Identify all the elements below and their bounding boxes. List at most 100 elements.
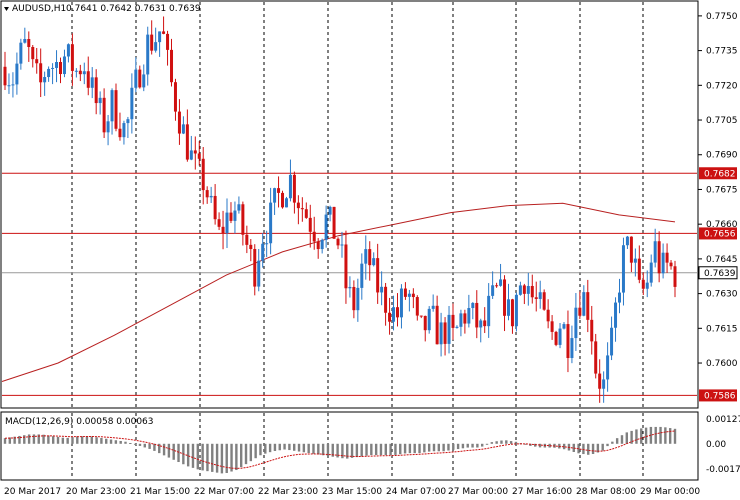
- candle-body: [265, 243, 269, 245]
- candle-body: [27, 38, 31, 47]
- macd-bar: [591, 443, 595, 454]
- macd-bar: [302, 443, 306, 453]
- y-tick-label: 0.7690: [706, 151, 738, 161]
- candle-body: [134, 69, 138, 88]
- macd-bar: [201, 443, 204, 471]
- macd-bar: [379, 443, 383, 456]
- candle-body: [526, 285, 530, 294]
- candle-body: [162, 31, 166, 34]
- macd-bar: [529, 443, 532, 446]
- macd-bar: [500, 440, 503, 444]
- candle-body: [459, 313, 463, 327]
- candle-body: [356, 287, 360, 311]
- candle-body: [320, 239, 324, 250]
- candle-body: [495, 285, 499, 287]
- candle-body: [558, 328, 562, 345]
- macd-bar: [8, 437, 12, 444]
- macd-bar: [635, 429, 638, 444]
- macd-bar: [466, 443, 469, 448]
- level-badge: [699, 227, 737, 240]
- candle-body: [435, 305, 439, 345]
- macd-bar: [191, 443, 195, 468]
- macd-bar: [620, 435, 624, 444]
- macd-bar: [66, 437, 69, 444]
- candle-body: [499, 279, 503, 286]
- macd-bar: [442, 443, 445, 452]
- x-tick-label: 24 Mar 07:00: [386, 487, 446, 497]
- candle-body: [74, 70, 78, 72]
- macd-indicator: [3, 426, 677, 474]
- macd-bar: [423, 443, 426, 453]
- candle-body: [487, 295, 491, 327]
- candle-body: [578, 307, 582, 316]
- macd-bar: [105, 438, 108, 444]
- candle-body: [245, 234, 249, 245]
- x-tick-label: 22 Mar 23:00: [258, 487, 318, 497]
- candle-body: [205, 190, 209, 198]
- candle-body: [102, 97, 106, 133]
- macd-bar: [331, 443, 334, 457]
- candle-body: [229, 212, 233, 221]
- candle-body: [380, 286, 384, 293]
- candle-body: [641, 279, 645, 289]
- macd-bar: [427, 443, 431, 452]
- macd-bar: [100, 438, 103, 444]
- x-tick-label: 22 Mar 07:00: [194, 487, 254, 497]
- candle-body: [43, 77, 47, 83]
- candle-body: [213, 195, 217, 220]
- candle-body: [665, 252, 669, 263]
- candle-body: [388, 312, 392, 322]
- macd-bar: [587, 443, 590, 455]
- macd-bar: [360, 443, 363, 457]
- candle-body: [170, 49, 174, 83]
- candle-body: [463, 313, 467, 324]
- moving-average: [1, 202, 676, 382]
- candle-body: [221, 226, 225, 234]
- candle-body: [625, 236, 629, 246]
- macd-bar: [239, 443, 243, 468]
- candle-body: [277, 188, 281, 193]
- candle-body: [154, 42, 158, 51]
- candle-body: [312, 231, 316, 242]
- y-tick-label: 0.7660: [706, 220, 738, 230]
- candle-body: [82, 71, 86, 75]
- candle-body: [98, 97, 102, 104]
- candle-body: [62, 56, 66, 75]
- candle-body: [598, 373, 602, 389]
- candle-body: [518, 285, 522, 295]
- candle-body: [217, 219, 221, 227]
- candle-body: [233, 210, 237, 221]
- macd-bar: [167, 443, 171, 458]
- candle-body: [582, 292, 586, 316]
- macd-bar: [644, 427, 648, 444]
- macd-bar: [596, 443, 600, 453]
- candle-body: [669, 262, 673, 267]
- candle-body: [534, 297, 538, 299]
- macd-bar: [432, 443, 436, 452]
- candle-body: [55, 62, 59, 68]
- macd-bar: [630, 430, 633, 444]
- candle-body: [467, 308, 471, 324]
- candle-body: [11, 84, 15, 86]
- candle-body: [411, 293, 415, 298]
- candle-body: [372, 258, 376, 266]
- candle-body: [352, 286, 356, 311]
- macd-bar: [534, 443, 537, 447]
- macd-bar: [254, 443, 257, 459]
- candle-body: [594, 341, 598, 374]
- candle-body: [146, 34, 150, 75]
- candle-body: [189, 150, 193, 160]
- macd-bar: [654, 426, 657, 444]
- candle-body: [522, 285, 526, 294]
- macd-bar: [582, 443, 585, 455]
- macd-bar: [389, 443, 392, 456]
- macd-bar: [524, 443, 527, 445]
- macd-bar: [659, 426, 662, 444]
- candle-body: [94, 77, 98, 104]
- y-tick-label: 0.7645: [706, 255, 738, 265]
- macd-bar: [249, 443, 253, 462]
- macd-bar: [162, 443, 166, 456]
- candle-body: [51, 67, 55, 69]
- candle-body: [586, 292, 590, 320]
